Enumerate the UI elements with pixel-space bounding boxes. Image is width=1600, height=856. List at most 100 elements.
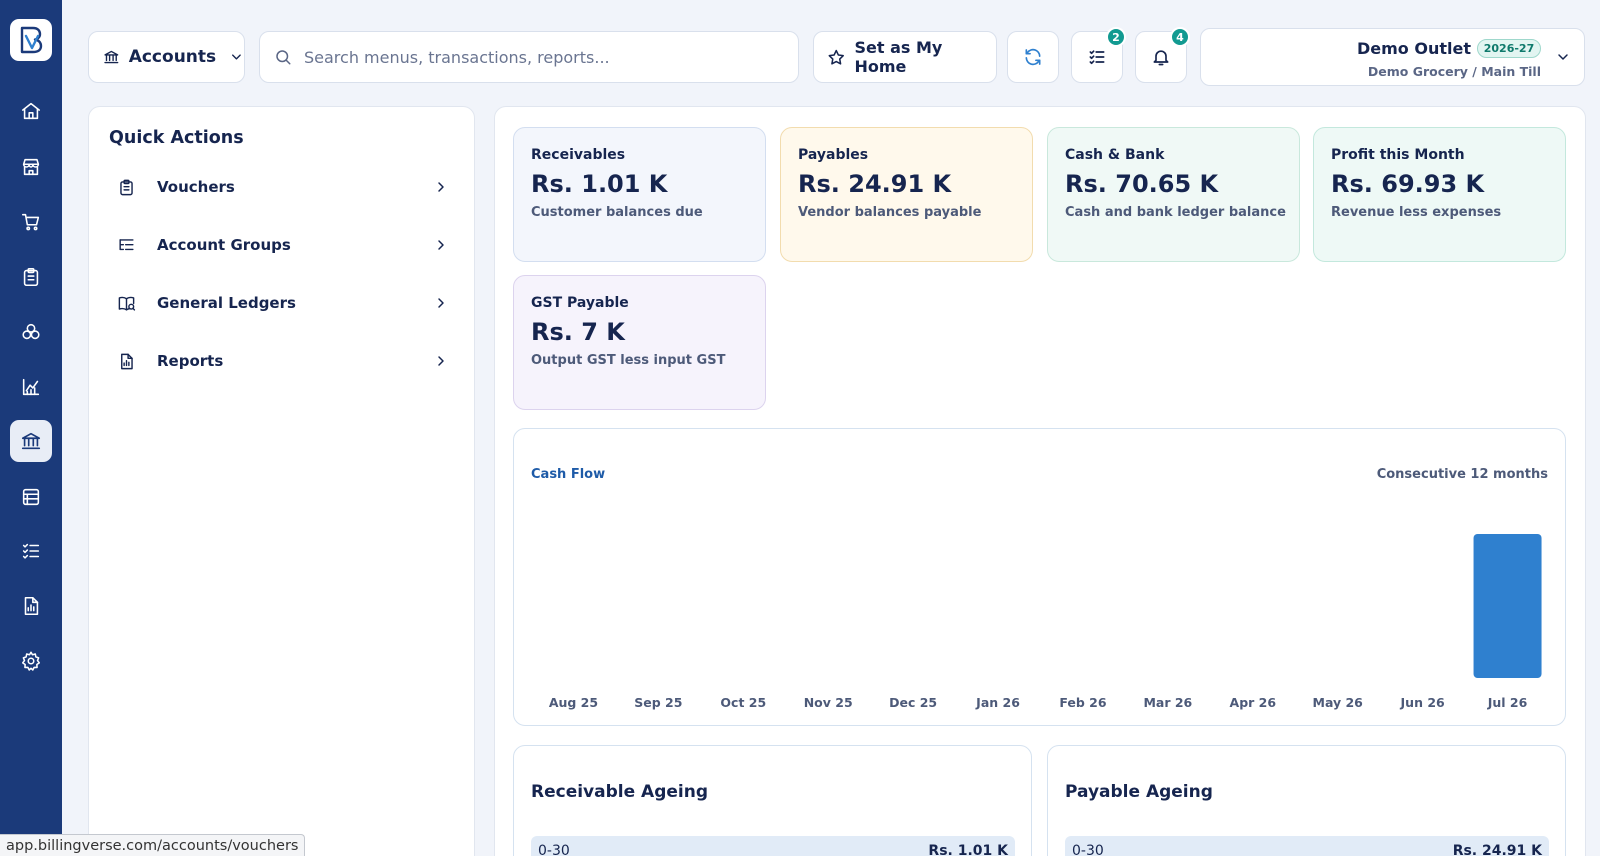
kpi-subtitle: Cash and bank ledger balance [1065, 205, 1286, 220]
x-tick-label: Aug 25 [549, 695, 598, 710]
x-tick-label: Feb 26 [1059, 695, 1107, 710]
x-tick-label: Jan 26 [975, 695, 1020, 710]
sidebar-item-modules[interactable] [10, 311, 52, 353]
kpi-card-cash-bank[interactable]: Cash & Bank Rs. 70.65 K Cash and bank le… [1047, 127, 1300, 262]
star-icon [828, 49, 844, 65]
payable-ageing-bar: 0-30 Rs. 24.91 K [1065, 836, 1549, 856]
list-tree-icon [119, 238, 134, 250]
sidebar-item-analytics[interactable] [10, 366, 52, 408]
chart-range-label: Consecutive 12 months [1376, 467, 1548, 482]
set-as-home-button[interactable]: Set as My Home [813, 31, 997, 83]
module-switcher[interactable]: Accounts [88, 31, 245, 83]
chevron-right-icon [438, 182, 444, 192]
kpi-value: Rs. 70.65 K [1065, 170, 1219, 198]
quick-action-account-groups[interactable]: Account Groups [109, 225, 449, 265]
receivable-ageing-title: Receivable Ageing [531, 782, 709, 802]
settings-icon [21, 651, 41, 671]
kpi-subtitle: Customer balances due [531, 205, 703, 220]
kpi-card-payables[interactable]: Payables Rs. 24.91 K Vendor balances pay… [780, 127, 1033, 262]
payable-ageing-title: Payable Ageing [1065, 782, 1213, 802]
search-icon [276, 50, 291, 65]
sidebar-item-orders[interactable] [10, 256, 52, 298]
report-icon [121, 353, 133, 369]
sidebar-item-reports[interactable] [10, 585, 52, 627]
cart-icon [21, 213, 40, 231]
outlet-selector[interactable]: Demo Outlet 2026-27 Demo Grocery / Main … [1200, 28, 1585, 86]
kpi-title: Payables [798, 147, 869, 163]
search-bar[interactable] [259, 31, 799, 83]
quick-actions-title: Quick Actions [109, 128, 244, 148]
search-input[interactable] [304, 47, 784, 67]
kpi-subtitle: Vendor balances payable [798, 205, 982, 220]
store-icon [22, 158, 40, 176]
tasks-icon [22, 543, 40, 559]
bank-icon [104, 50, 119, 64]
chart-title: Cash Flow [531, 467, 606, 482]
browser-status-url: app.billingverse.com/accounts/vouchers [0, 834, 306, 856]
chevron-right-icon [438, 240, 444, 250]
sidebar-item-sales[interactable] [10, 201, 52, 243]
sidebar-item-tasks[interactable] [10, 530, 52, 572]
cash-flow-bar[interactable] [1473, 534, 1542, 678]
sidebar-item-settings[interactable] [10, 640, 52, 682]
sidebar-item-accounts[interactable] [10, 420, 52, 462]
chevron-right-icon [438, 356, 444, 366]
bank-icon [21, 432, 41, 450]
cash-flow-chart: Aug 25 Sep 25 Oct 25 Nov 25 Dec 25 Jan 26 Feb … [549, 534, 1542, 710]
quick-action-label: Account Groups [157, 236, 291, 254]
kpi-title: GST Payable [531, 295, 629, 311]
quick-action-label: Reports [157, 352, 224, 370]
sidebar-item-home[interactable] [10, 90, 52, 132]
quick-action-reports[interactable]: Reports [109, 341, 449, 381]
receivable-ageing-bar: 0-30 Rs. 1.01 K [531, 836, 1015, 856]
x-tick-label: Sep 25 [634, 695, 682, 710]
x-tick-label: Dec 25 [889, 695, 937, 710]
x-tick-label: Mar 26 [1143, 695, 1192, 710]
refresh-button[interactable] [1007, 31, 1059, 83]
chevron-down-icon [232, 54, 241, 60]
ageing-bucket: 0-30 [538, 843, 570, 856]
quick-action-label: Vouchers [157, 178, 235, 196]
bell-icon [1153, 50, 1169, 66]
kpi-value: Rs. 7 K [531, 318, 625, 346]
chevron-down-icon [1558, 54, 1568, 60]
refresh-icon [1025, 48, 1041, 66]
outlet-name: Demo Outlet [1357, 39, 1471, 58]
kpi-subtitle: Output GST less input GST [531, 353, 726, 368]
brand-logo-icon [20, 26, 43, 54]
chart-icon [22, 378, 40, 396]
x-tick-label: Nov 25 [804, 695, 853, 710]
ledger-icon [22, 488, 40, 506]
book-icon [118, 296, 136, 311]
kpi-title: Profit this Month [1331, 147, 1465, 163]
kpi-card-gst-payable[interactable]: GST Payable Rs. 7 K Output GST less inpu… [513, 275, 766, 410]
kpi-value: Rs. 24.91 K [798, 170, 952, 198]
kpi-title: Receivables [531, 147, 626, 163]
home-icon [21, 102, 41, 120]
clipboard-icon [23, 267, 39, 287]
kpi-card-profit[interactable]: Profit this Month Rs. 69.93 K Revenue le… [1313, 127, 1566, 262]
ageing-amount: Rs. 24.91 K [1452, 843, 1542, 856]
kpi-value: Rs. 1.01 K [531, 170, 668, 198]
quick-action-general-ledgers[interactable]: General Ledgers [109, 283, 449, 323]
sidebar [0, 0, 62, 856]
report-icon [24, 596, 39, 616]
sidebar-item-ledger[interactable] [10, 476, 52, 518]
ageing-bucket: 0-30 [1072, 843, 1104, 856]
x-tick-label: Jul 26 [1487, 695, 1528, 710]
quick-action-label: General Ledgers [157, 294, 296, 312]
kpi-card-receivables[interactable]: Receivables Rs. 1.01 K Customer balances… [513, 127, 766, 262]
receivable-ageing-card: Receivable Ageing 0-30 Rs. 1.01 K [513, 745, 1032, 856]
tasks-icon [1089, 50, 1105, 65]
x-tick-label: May 26 [1313, 695, 1364, 710]
sidebar-item-store[interactable] [10, 146, 52, 188]
notifications-button[interactable]: 4 [1135, 27, 1190, 83]
set-as-home-label: Set as My Home [854, 38, 943, 76]
kpi-title: Cash & Bank [1065, 147, 1165, 163]
module-label: Accounts [128, 47, 217, 67]
kpi-value: Rs. 69.93 K [1331, 170, 1485, 198]
quick-action-vouchers[interactable]: Vouchers [109, 167, 449, 207]
app-logo[interactable] [10, 19, 52, 61]
cash-flow-card: Cash Flow Consecutive 12 months Aug 25 Se… [513, 428, 1566, 726]
tasks-button[interactable]: 2 [1071, 27, 1126, 83]
